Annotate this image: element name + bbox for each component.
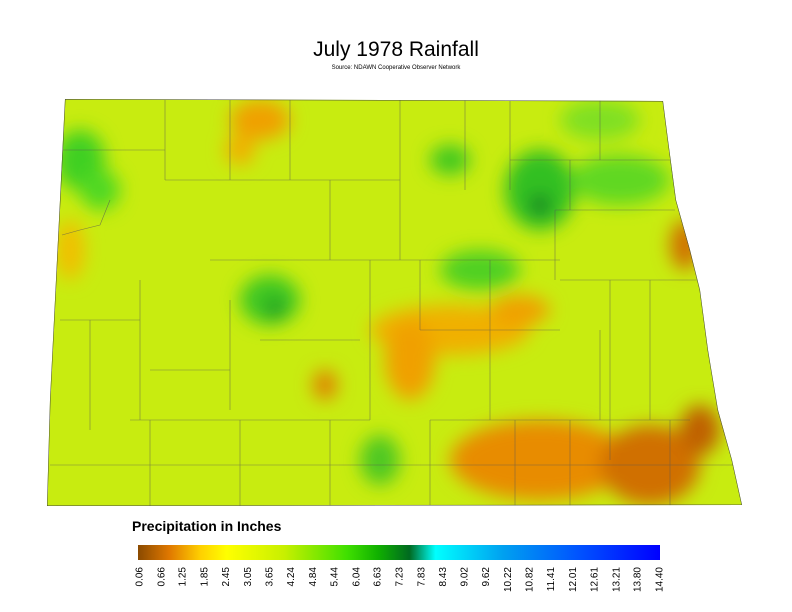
legend-tick-label: 4.84 — [308, 567, 319, 587]
legend-tick-label: 13.80 — [633, 567, 644, 592]
legend-tick-label: 10.22 — [503, 567, 514, 592]
map-title: July 1978 Rainfall — [313, 38, 479, 61]
legend-tick-label: 9.02 — [459, 567, 470, 587]
rainfall-map — [47, 99, 742, 506]
legend-tick-label: 14.40 — [655, 567, 666, 592]
legend-tick-label: 13.21 — [611, 567, 622, 592]
legend-tick-label: 5.44 — [330, 567, 341, 587]
legend-tick-label: 6.63 — [373, 567, 384, 587]
legend-tick-label: 0.66 — [156, 567, 167, 587]
legend-tick-label: 4.24 — [286, 567, 297, 587]
legend-tick-label: 12.61 — [590, 567, 601, 592]
legend-tick-label: 10.82 — [525, 567, 536, 592]
legend-tick-label: 12.01 — [568, 567, 579, 592]
legend-tick-label: 3.65 — [265, 567, 276, 587]
color-bar — [138, 545, 660, 560]
legend-tick-label: 0.06 — [135, 567, 146, 587]
legend-tick-label: 2.45 — [221, 567, 232, 587]
legend-tick-label: 1.85 — [199, 567, 210, 587]
legend-tick-label: 11.41 — [546, 567, 557, 592]
legend-tick-label: 7.83 — [416, 567, 427, 587]
legend-tick-label: 3.05 — [243, 567, 254, 587]
map-subtitle: Source: NDAWN Cooperative Observer Netwo… — [332, 65, 462, 71]
legend-ticks: 0.06 0.66 1.25 1.85 2.45 3.05 3.65 4.24 4.84 5.44… — [135, 567, 666, 592]
legend-tick-label: 1.25 — [178, 567, 189, 587]
legend-tick-label: 6.04 — [351, 567, 362, 587]
legend-title: Precipitation in Inches — [132, 518, 282, 534]
legend-tick-label: 8.43 — [438, 567, 449, 587]
legend-tick-label: 7.23 — [395, 567, 406, 587]
legend-tick-label: 9.62 — [481, 567, 492, 587]
